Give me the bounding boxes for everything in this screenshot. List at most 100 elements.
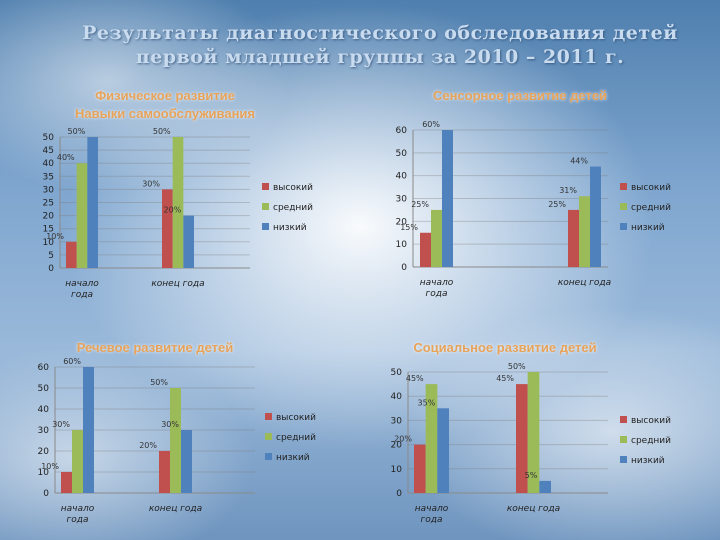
chart4-y-tick-label: 20 (391, 441, 403, 451)
chart4-y-tick-label: 40 (391, 392, 403, 402)
chart2-x-tick-label: года (426, 289, 448, 299)
chart4-legend-label: высокий (631, 416, 671, 426)
chart3-y-tick-label: 30 (38, 426, 50, 436)
chart4-legend-swatch (620, 416, 627, 423)
chart2-bar-0-0 (420, 232, 431, 267)
chart3-data-label: 60% (63, 357, 81, 366)
chart3-y-tick-label: 60 (38, 363, 50, 373)
chart1-bar-0-0 (66, 241, 77, 268)
chart2-bar-2-1 (590, 166, 601, 267)
chart1-data-label: 10% (46, 232, 64, 241)
chart2-x-tick-label: начало (420, 278, 454, 288)
chart1-x-tick-label: конец года (151, 279, 204, 289)
chart1-legend-swatch (262, 223, 269, 230)
chart3-data-label: 30% (161, 420, 179, 429)
chart1-legend-label: низкий (273, 223, 307, 233)
chart2-bar-0-1 (568, 209, 579, 267)
chart4-data-label: 35% (418, 398, 436, 407)
chart1-bar-1-1 (172, 137, 184, 268)
chart2-data-label: 15% (400, 223, 418, 232)
chart2-y-tick-label: 50 (396, 149, 408, 159)
chart1-x-tick-label: начало (65, 279, 99, 289)
chart3-y-tick-label: 50 (38, 384, 50, 394)
chart1-y-tick-label: 40 (43, 159, 55, 169)
chart1-bar-2-0 (87, 137, 98, 268)
chart1-legend-label: средний (273, 203, 313, 213)
chart1-legend-label: высокий (273, 183, 313, 193)
chart1-title-line1: Физическое развитие (95, 88, 235, 103)
chart3-x-tick-label: года (67, 515, 89, 525)
chart1-data-label: 40% (57, 153, 75, 162)
chart3-bar-2-1 (181, 430, 192, 493)
chart2-bar-2-0 (442, 130, 453, 267)
chart4-bar-0-0 (414, 444, 426, 493)
chart3-bar-0-0 (61, 472, 72, 493)
chart1-title-line2: Навыки самообслуживания (74, 106, 256, 121)
chart1-y-tick-label: 0 (48, 264, 54, 274)
chart1-y-tick-label: 50 (43, 133, 55, 143)
chart3-data-label: 50% (150, 378, 168, 387)
chart2-y-tick-label: 40 (396, 172, 408, 182)
chart1-x-tick-label: года (71, 290, 93, 300)
chart2-bar-1-0 (431, 209, 442, 267)
chart1-y-tick-label: 45 (43, 146, 54, 156)
chart4-data-label: 20% (394, 435, 412, 444)
chart4-bar-0-1 (516, 384, 528, 493)
chart1-data-label: 50% (68, 127, 86, 136)
chart2-data-label: 31% (559, 186, 577, 195)
chart2-data-label: 25% (411, 200, 429, 209)
chart4-data-label: 45% (496, 374, 514, 383)
chart4-bar-2-1 (539, 480, 551, 493)
chart2-data-label: 60% (422, 120, 440, 129)
chart4-bar-1-0 (425, 384, 438, 493)
chart3-bar-0-1 (159, 451, 170, 493)
chart3-legend-swatch (265, 453, 272, 460)
chart2-bar-1-1 (579, 196, 590, 267)
chart3-title: Речевое развитие детей (76, 340, 234, 355)
chart1-y-tick-label: 20 (43, 212, 55, 222)
chart4-data-label: 50% (508, 362, 526, 371)
chart3-data-label: 10% (41, 462, 59, 471)
chart2-y-tick-label: 10 (396, 240, 408, 250)
chart3-legend-label: низкий (276, 453, 310, 463)
chart1-y-tick-label: 25 (43, 199, 54, 209)
chart4-bar-2-0 (437, 408, 449, 493)
chart2-title: Сенсорное развитие детей (432, 88, 608, 103)
chart4-legend-swatch (620, 456, 627, 463)
chart4-legend-label: средний (631, 436, 671, 446)
chart2-legend-swatch (620, 203, 627, 210)
chart2-legend-swatch (620, 183, 627, 190)
chart4-y-tick-label: 0 (396, 489, 402, 499)
slide-title-line2: первой младшей группы за 2010 – 2011 г. (135, 46, 625, 68)
chart2-legend-label: низкий (631, 223, 665, 233)
chart3-y-tick-label: 20 (38, 447, 50, 457)
chart1-y-tick-label: 5 (48, 251, 54, 261)
chart4-data-label: 5% (525, 471, 538, 480)
chart3-y-tick-label: 0 (43, 489, 49, 499)
chart1-data-label: 20% (164, 206, 182, 215)
chart2-legend-label: средний (631, 203, 671, 213)
chart1-bar-2-1 (183, 215, 194, 268)
chart2-x-tick-label: конец года (558, 278, 611, 288)
chart2-y-tick-label: 0 (401, 263, 407, 273)
chart1-y-tick-label: 15 (43, 225, 54, 235)
chart4-y-tick-label: 30 (391, 416, 403, 426)
chart1-legend-swatch (262, 183, 269, 190)
chart1-y-tick-label: 35 (43, 172, 54, 182)
chart4-data-label: 45% (406, 374, 424, 383)
chart1-y-tick-label: 30 (43, 185, 55, 195)
chart4-bar-1-1 (527, 372, 540, 493)
chart3-bar-1-0 (72, 430, 83, 493)
chart3-legend-label: средний (276, 433, 316, 443)
chart1-y-tick-label: 10 (43, 238, 55, 248)
chart2-y-tick-label: 30 (396, 195, 408, 205)
chart4-y-tick-label: 10 (391, 465, 403, 475)
slide-title-line1: Результаты диагностического обследования… (82, 22, 678, 44)
chart3-legend-swatch (265, 433, 272, 440)
chart1-data-label: 50% (153, 127, 171, 136)
chart3-legend-label: высокий (276, 413, 316, 423)
chart3-bar-2-0 (83, 367, 94, 493)
chart2-legend-swatch (620, 223, 627, 230)
